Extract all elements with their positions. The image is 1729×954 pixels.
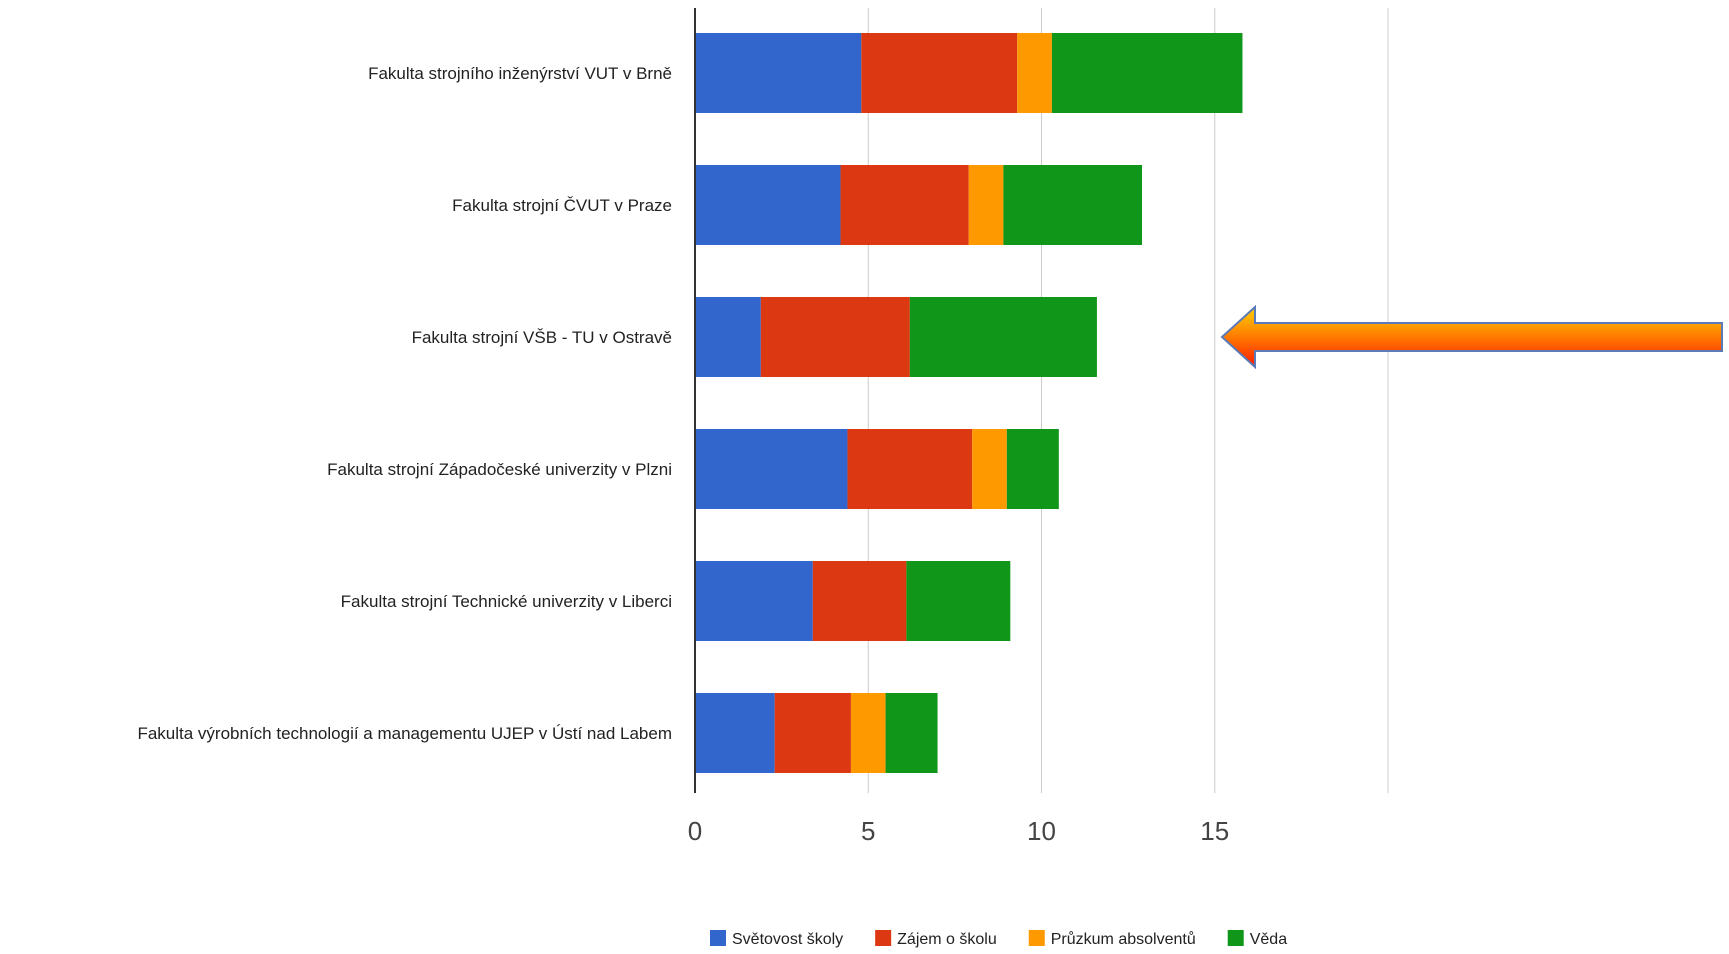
bar-pruzkum-absolventu-6: [850, 693, 886, 773]
legend-item-veda: Věda: [1227, 930, 1287, 948]
legend-label-svetovost-skoly: Světovost školy: [732, 931, 843, 948]
legend-swatch-veda: [1227, 930, 1244, 946]
bar-zajem-o-skolu-5: [812, 561, 907, 641]
legend: Světovost školy Zájem o školu Průzkum abso…: [710, 930, 1287, 948]
bar-svetovost-skoly-6: [695, 693, 775, 773]
x-tick-label-0: 0: [688, 816, 702, 846]
legend-label-pruzkum-absolventu: Průzkum absolventů: [1051, 930, 1196, 948]
annotation: [1220, 304, 1723, 370]
x-tick-label-5: 5: [861, 816, 875, 846]
bar-veda-1: [1051, 33, 1243, 113]
legend-label-zajem-o-skolu: Zájem o školu: [897, 931, 997, 948]
bar-veda-2: [1003, 165, 1142, 245]
bar-zajem-o-skolu-3: [760, 297, 910, 377]
legend-swatch-zajem-o-skolu: [875, 930, 892, 946]
bar-pruzkum-absolventu-1: [1017, 33, 1052, 113]
x-tick-label-10: 10: [1027, 816, 1056, 846]
category-label-1: Fakulta strojního inženýrství VUT v Brně: [368, 64, 672, 83]
bar-zajem-o-skolu-4: [847, 429, 973, 509]
bar-veda-3: [909, 297, 1097, 377]
bar-veda-4: [1006, 429, 1059, 509]
legend-item-pruzkum-absolventu: Průzkum absolventů: [1028, 930, 1196, 948]
bar-zajem-o-skolu-2: [840, 165, 969, 245]
bar-veda-5: [906, 561, 1011, 641]
bar-svetovost-skoly-3: [695, 297, 761, 377]
bar-svetovost-skoly-4: [695, 429, 848, 509]
bars: [695, 33, 1243, 773]
bar-pruzkum-absolventu-4: [972, 429, 1007, 509]
legend-swatch-pruzkum-absolventu: [1028, 930, 1045, 946]
highlight-arrow: [1220, 304, 1723, 370]
category-label-5: Fakulta strojní Technické univerzity v L…: [341, 592, 672, 611]
category-label-6: Fakulta výrobních technologií a manageme…: [137, 724, 672, 743]
category-labels: Fakulta strojního inženýrství VUT v Brně…: [137, 64, 672, 743]
category-label-3: Fakulta strojní VŠB - TU v Ostravě: [412, 328, 672, 347]
x-tick-label-15: 15: [1200, 816, 1229, 846]
bar-svetovost-skoly-5: [695, 561, 813, 641]
bar-svetovost-skoly-1: [695, 33, 862, 113]
legend-item-zajem-o-skolu: Zájem o školu: [875, 930, 997, 948]
category-label-4: Fakulta strojní Západočeské univerzity v…: [327, 460, 672, 479]
legend-item-svetovost-skoly: Světovost školy: [710, 930, 843, 948]
bar-pruzkum-absolventu-2: [968, 165, 1004, 245]
legend-swatch-svetovost-skoly: [710, 930, 726, 946]
tick-labels: 0 5 10 15: [688, 816, 1229, 846]
bar-veda-6: [885, 693, 938, 773]
legend-label-veda: Věda: [1250, 931, 1287, 948]
bar-zajem-o-skolu-6: [774, 693, 851, 773]
bar-zajem-o-skolu-1: [861, 33, 1018, 113]
bar-svetovost-skoly-2: [695, 165, 841, 245]
gridlines: [867, 8, 1389, 793]
category-label-2: Fakulta strojní ČVUT v Praze: [452, 196, 672, 215]
